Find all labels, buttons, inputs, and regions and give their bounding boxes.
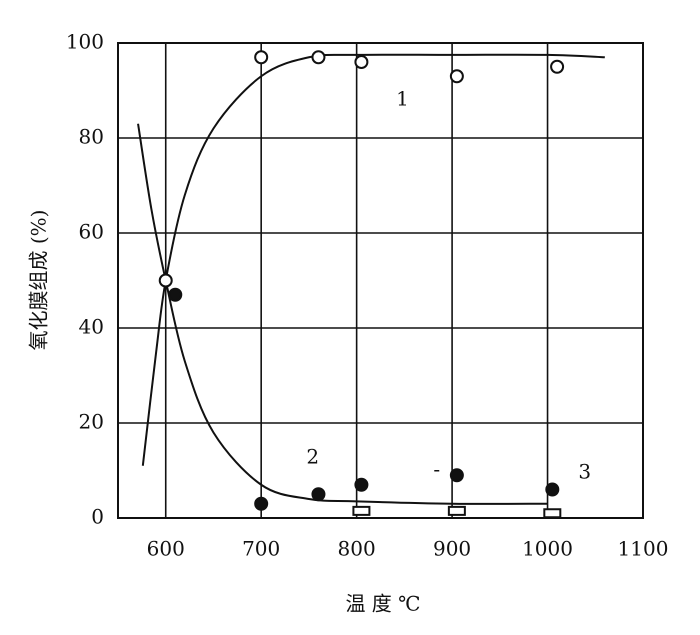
data-point <box>158 273 173 288</box>
annotation: 3 <box>578 459 591 483</box>
y-tick-label: 80 <box>79 125 104 149</box>
data-point <box>354 477 369 492</box>
x-tick-label: 700 <box>242 537 280 561</box>
y-tick-label: 0 <box>91 505 104 529</box>
data-point <box>545 482 560 497</box>
y-tick-label: 40 <box>79 315 104 339</box>
x-tick-label: 600 <box>147 537 185 561</box>
y-tick-label: 60 <box>79 220 104 244</box>
y-axis-label: 氧化膜组成 (%) <box>27 210 51 351</box>
x-tick-label: 1000 <box>522 537 573 561</box>
x-axis-label: 温 度 ℃ <box>345 592 420 616</box>
y-tick-label: 100 <box>66 30 104 54</box>
data-point <box>550 59 565 74</box>
data-point <box>543 508 562 519</box>
data-point <box>311 50 326 65</box>
data-point <box>311 487 326 502</box>
x-tick-label: 900 <box>433 537 471 561</box>
curve <box>141 53 605 466</box>
data-point <box>254 50 269 65</box>
data-point <box>254 496 269 511</box>
data-point <box>352 505 371 516</box>
annotation: 2 <box>306 445 319 469</box>
data-point <box>168 287 183 302</box>
annotation: - <box>433 457 440 481</box>
x-tick-label: 1100 <box>618 537 669 561</box>
data-point <box>449 69 464 84</box>
data-point <box>447 505 466 516</box>
curve <box>137 123 548 505</box>
x-tick-label: 800 <box>338 537 376 561</box>
data-point <box>449 468 464 483</box>
annotation: 1 <box>396 87 409 111</box>
data-point <box>354 55 369 69</box>
y-tick-label: 20 <box>79 410 104 434</box>
plot-frame <box>117 42 644 519</box>
